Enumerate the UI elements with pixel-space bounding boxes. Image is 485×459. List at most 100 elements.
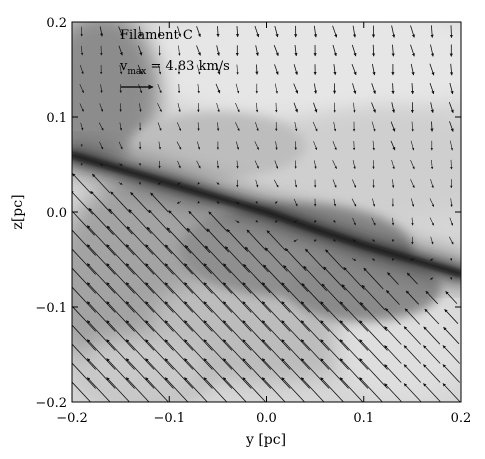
velocity-arrow xyxy=(449,217,454,226)
velocity-arrow xyxy=(86,320,116,351)
velocity-arrow xyxy=(391,83,395,95)
chart-title: Filament C xyxy=(120,28,193,43)
velocity-arrow xyxy=(430,258,434,261)
y-tick-label: −0.2 xyxy=(35,396,67,411)
velocity-arrow xyxy=(215,64,221,75)
velocity-arrow xyxy=(300,358,330,389)
velocity-arrow xyxy=(197,122,200,131)
velocity-arrow xyxy=(332,160,337,169)
velocity-arrow xyxy=(423,383,441,402)
velocity-arrow xyxy=(223,301,252,332)
velocity-arrow xyxy=(449,63,454,76)
velocity-arrow xyxy=(145,358,174,389)
velocity-arrow xyxy=(449,82,454,95)
velocity-arrow xyxy=(281,339,310,370)
velocity-arrow xyxy=(106,282,135,313)
velocity-arrow xyxy=(261,320,291,351)
velocity-arrow xyxy=(119,64,123,75)
x-axis: −0.2 −0.1 0.0 0.1 0.2 xyxy=(56,22,471,426)
velocity-arrow xyxy=(203,339,233,370)
velocity-arrow xyxy=(351,239,357,242)
velocity-arrow xyxy=(184,282,213,313)
velocity-arrow xyxy=(255,122,259,132)
velocity-arrow xyxy=(300,320,330,351)
velocity-arrow xyxy=(333,198,337,207)
velocity-arrow xyxy=(145,263,174,294)
velocity-arrow xyxy=(450,140,454,151)
velocity-arrow xyxy=(410,44,415,57)
velocity-arrow xyxy=(110,191,131,214)
velocity-arrow xyxy=(392,258,395,261)
velocity-arrow xyxy=(425,290,439,305)
velocity-arrow xyxy=(351,44,357,57)
y-axis-label: z[pc] xyxy=(10,194,26,229)
velocity-arrow xyxy=(293,64,298,76)
velocity-arrow xyxy=(449,277,453,280)
velocity-arrow xyxy=(371,44,376,57)
velocity-arrow xyxy=(125,320,155,351)
velocity-arrow xyxy=(178,45,181,56)
velocity-arrow xyxy=(450,198,453,207)
velocity-arrow xyxy=(203,377,228,402)
velocity-arrow xyxy=(148,209,171,234)
velocity-arrow xyxy=(106,263,135,294)
velocity-arrow xyxy=(448,102,454,114)
velocity-arrow xyxy=(406,272,418,285)
velocity-arrow xyxy=(449,121,454,132)
velocity-arrow xyxy=(449,258,453,261)
velocity-arrow xyxy=(125,377,150,402)
velocity-arrow xyxy=(372,198,376,207)
velocity-arrow xyxy=(196,160,201,169)
velocity-arrow xyxy=(204,245,231,274)
velocity-arrow xyxy=(196,45,201,56)
velocity-arrow xyxy=(351,198,357,207)
velocity-arrow xyxy=(430,236,434,245)
velocity-arrow xyxy=(320,320,349,351)
velocity-arrow xyxy=(126,226,154,255)
velocity-arrow xyxy=(246,229,267,252)
velocity-arrow xyxy=(177,26,182,38)
velocity-arrow xyxy=(79,103,84,112)
velocity-arrow xyxy=(339,377,364,402)
velocity-arrow xyxy=(332,179,337,188)
velocity-arrow xyxy=(320,358,349,389)
velocity-arrow xyxy=(391,217,395,226)
velocity-arrow xyxy=(197,141,201,150)
velocity-arrow xyxy=(242,301,272,332)
y-tick-label: 0.0 xyxy=(46,206,67,221)
velocity-arrow xyxy=(300,301,330,332)
velocity-arrow xyxy=(255,201,258,204)
velocity-arrow xyxy=(352,217,356,226)
y-tick-label: −0.1 xyxy=(35,301,67,316)
velocity-arrow xyxy=(197,201,200,204)
velocity-arrow xyxy=(216,103,220,113)
velocity-arrow xyxy=(371,121,376,132)
velocity-arrow xyxy=(146,226,173,255)
velocity-arrow xyxy=(261,339,291,370)
velocity-arrow xyxy=(423,345,441,364)
velocity-arrow xyxy=(293,220,298,223)
velocity-arrow xyxy=(351,258,357,261)
velocity-arrow xyxy=(333,64,337,76)
velocity-arrow xyxy=(405,290,419,305)
velocity-arrow xyxy=(79,84,84,93)
velocity-arrow xyxy=(410,159,415,170)
x-tick-label: 0.2 xyxy=(451,411,472,426)
velocity-arrow xyxy=(236,160,239,169)
velocity-arrow xyxy=(313,102,318,113)
velocity-arrow xyxy=(430,102,434,114)
velocity-arrow xyxy=(313,25,318,38)
velocity-arrow xyxy=(333,220,336,223)
velocity-arrow xyxy=(430,179,434,189)
velocity-arrow xyxy=(242,358,272,389)
velocity-arrow xyxy=(372,239,375,242)
velocity-arrow xyxy=(372,258,375,261)
reference-vector-label: vmax = 4.83 km/s xyxy=(119,59,230,77)
velocity-arrow xyxy=(125,282,155,313)
velocity-arrow xyxy=(410,63,415,76)
velocity-arrow xyxy=(442,364,460,383)
velocity-arrow xyxy=(429,82,435,95)
velocity-vectors xyxy=(72,25,460,402)
velocity-arrow xyxy=(86,244,116,275)
velocity-arrow xyxy=(125,301,155,332)
